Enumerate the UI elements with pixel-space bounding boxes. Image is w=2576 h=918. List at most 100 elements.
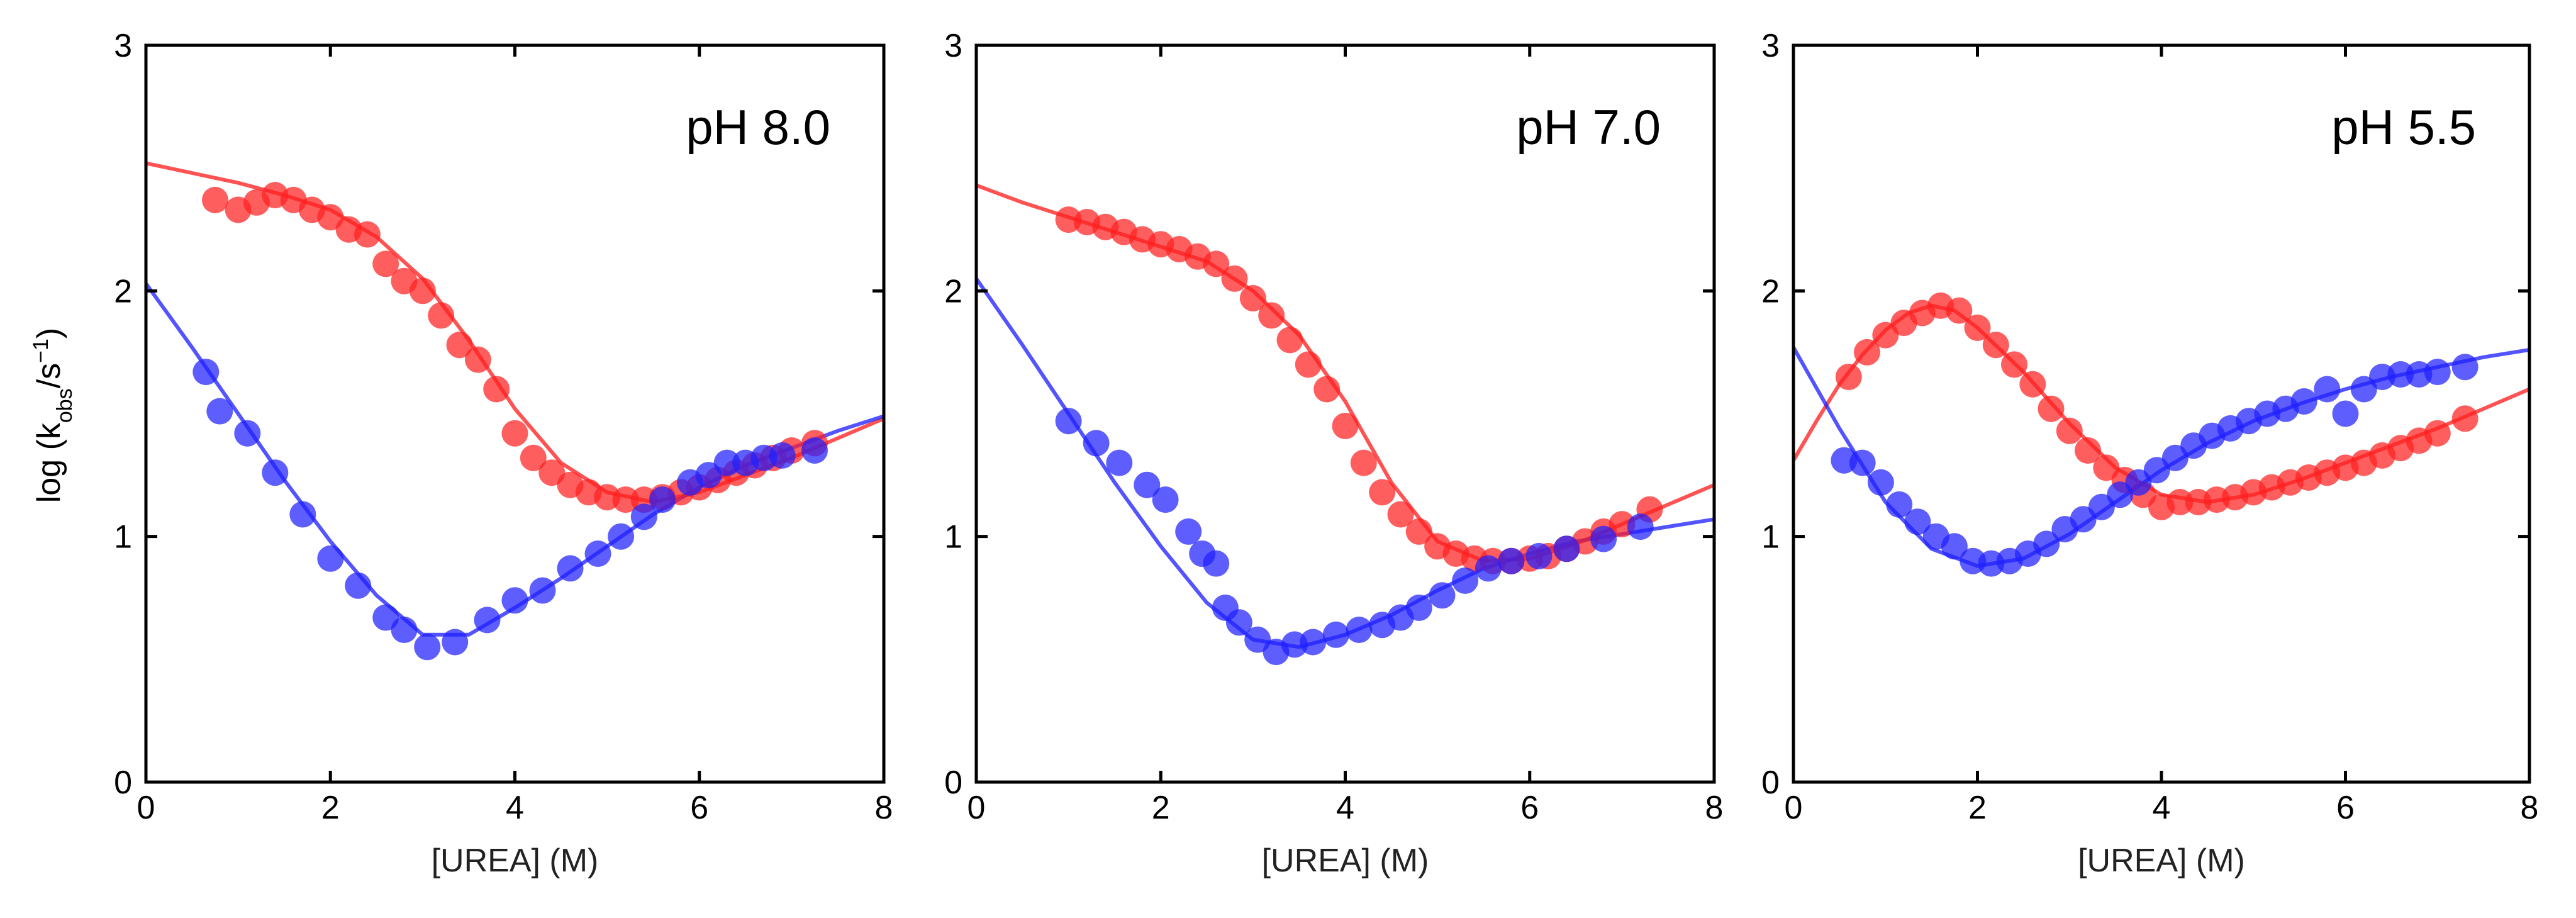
data-point-blue bbox=[1525, 542, 1553, 569]
panel-title: pH 7.0 bbox=[1516, 99, 1661, 155]
y-axis-label-sub: obs bbox=[53, 388, 77, 423]
x-tick-label: 4 bbox=[2153, 790, 2171, 826]
x-tick-label: 8 bbox=[2521, 790, 2539, 826]
data-point-blue bbox=[414, 634, 441, 661]
x-tick-label: 2 bbox=[321, 790, 340, 826]
data-point-red bbox=[1350, 449, 1377, 476]
data-point-blue bbox=[649, 486, 676, 513]
data-point-red bbox=[2451, 405, 2478, 432]
data-point-blue bbox=[1083, 430, 1110, 457]
data-point-red bbox=[354, 221, 381, 248]
data-point-blue bbox=[529, 577, 556, 604]
data-point-red bbox=[2056, 417, 2083, 444]
data-point-red bbox=[1405, 518, 1432, 545]
panel-ph8: 0 2 4 6 8 0 1 2 3 [UREA] (M) pH 8.0 bbox=[114, 28, 893, 879]
x-tick-label: 0 bbox=[1785, 790, 1803, 826]
data-point-blue bbox=[2451, 354, 2478, 381]
data-point-blue bbox=[474, 607, 501, 634]
data-point-red bbox=[1221, 265, 1248, 292]
data-point-red bbox=[428, 302, 455, 329]
data-point-blue bbox=[2424, 359, 2451, 386]
data-point-red bbox=[1369, 479, 1396, 506]
data-point-blue bbox=[769, 442, 796, 469]
x-tick-label: 6 bbox=[690, 790, 708, 826]
data-point-red bbox=[409, 277, 436, 305]
panel-title: pH 8.0 bbox=[686, 99, 830, 155]
data-point-blue bbox=[1941, 533, 1968, 560]
x-tick-label: 8 bbox=[1705, 790, 1724, 826]
data-point-blue bbox=[584, 540, 611, 567]
data-point-blue bbox=[391, 617, 418, 643]
y-axis-label-end: ) bbox=[31, 328, 67, 339]
data-point-red bbox=[1276, 327, 1303, 354]
data-point-blue bbox=[713, 449, 740, 476]
data-point-red bbox=[2075, 437, 2101, 464]
data-point-red bbox=[2038, 395, 2065, 422]
data-point-blue bbox=[1498, 547, 1525, 574]
data-point-blue bbox=[1225, 609, 1252, 636]
data-point-red bbox=[1313, 376, 1341, 403]
x-tick-label: 6 bbox=[1520, 790, 1539, 826]
y-tick-label: 3 bbox=[114, 28, 132, 64]
data-point-red bbox=[1332, 413, 1359, 439]
y-tick-label: 3 bbox=[1761, 28, 1780, 64]
data-point-blue bbox=[345, 572, 372, 599]
y-tick-label: 0 bbox=[944, 764, 962, 801]
data-point-blue bbox=[1055, 408, 1082, 435]
y-tick-label: 2 bbox=[1761, 273, 1780, 310]
data-point-red bbox=[2166, 489, 2194, 515]
x-tick-label: 0 bbox=[967, 790, 986, 826]
panel-ph55: 0 2 4 6 8 0 1 2 3 [UREA] (M) pH 5.5 bbox=[1761, 28, 2538, 879]
data-point-red bbox=[1258, 302, 1285, 329]
x-axis-title: [UREA] (M) bbox=[2078, 842, 2245, 879]
y-tick-label: 1 bbox=[114, 519, 132, 556]
y-tick-label: 0 bbox=[1761, 764, 1780, 801]
y-axis-label-main: log (k bbox=[31, 422, 67, 503]
y-tick-label: 2 bbox=[944, 273, 962, 310]
data-point-blue bbox=[801, 437, 828, 464]
data-point-blue bbox=[1886, 491, 1913, 518]
x-tick-label: 8 bbox=[875, 790, 893, 826]
y-tick-label: 0 bbox=[114, 764, 132, 801]
data-point-blue bbox=[1429, 582, 1456, 609]
y-tick-label: 1 bbox=[944, 519, 962, 556]
data-point-blue bbox=[2387, 361, 2414, 388]
data-point-blue bbox=[206, 398, 233, 425]
y-tick-label: 1 bbox=[1761, 519, 1780, 556]
data-point-red bbox=[1387, 501, 1414, 528]
plot-frame bbox=[1792, 43, 2531, 784]
data-point-red bbox=[202, 186, 228, 213]
data-point-blue bbox=[1627, 513, 1654, 540]
data-point-red bbox=[1203, 250, 1230, 277]
data-point-blue bbox=[1106, 449, 1133, 476]
data-point-blue bbox=[1452, 567, 1479, 594]
fit-line-blue bbox=[976, 277, 1714, 649]
data-point-blue bbox=[1203, 550, 1230, 577]
panel-title: pH 5.5 bbox=[2331, 99, 2476, 155]
data-point-blue bbox=[317, 545, 344, 572]
x-tick-label: 4 bbox=[1336, 790, 1354, 826]
data-point-red bbox=[1239, 285, 1266, 311]
data-point-red bbox=[464, 346, 491, 373]
data-point-blue bbox=[1322, 621, 1349, 648]
data-point-blue bbox=[608, 523, 635, 550]
data-point-blue bbox=[2290, 388, 2317, 415]
data-point-blue bbox=[1346, 617, 1373, 643]
data-point-red bbox=[1946, 297, 1973, 324]
data-point-blue bbox=[1152, 486, 1179, 513]
panel-ph7: 0 2 4 6 8 0 1 2 3 [UREA] (M) pH 7.0 bbox=[944, 28, 1723, 879]
data-point-blue bbox=[1590, 525, 1617, 552]
data-point-red bbox=[483, 376, 510, 403]
plot-frame bbox=[144, 43, 886, 784]
data-point-blue bbox=[1405, 594, 1432, 621]
y-tick-label: 3 bbox=[944, 28, 962, 64]
x-tick-label: 4 bbox=[506, 790, 524, 826]
data-point-red bbox=[1295, 351, 1322, 378]
data-point-red bbox=[1854, 339, 1880, 366]
x-tick-label: 6 bbox=[2336, 790, 2355, 826]
data-point-blue bbox=[234, 420, 261, 447]
data-point-blue bbox=[262, 459, 289, 486]
data-point-blue bbox=[1904, 508, 1931, 535]
data-point-red bbox=[2001, 351, 2027, 378]
x-tick-label: 2 bbox=[1968, 790, 1987, 826]
